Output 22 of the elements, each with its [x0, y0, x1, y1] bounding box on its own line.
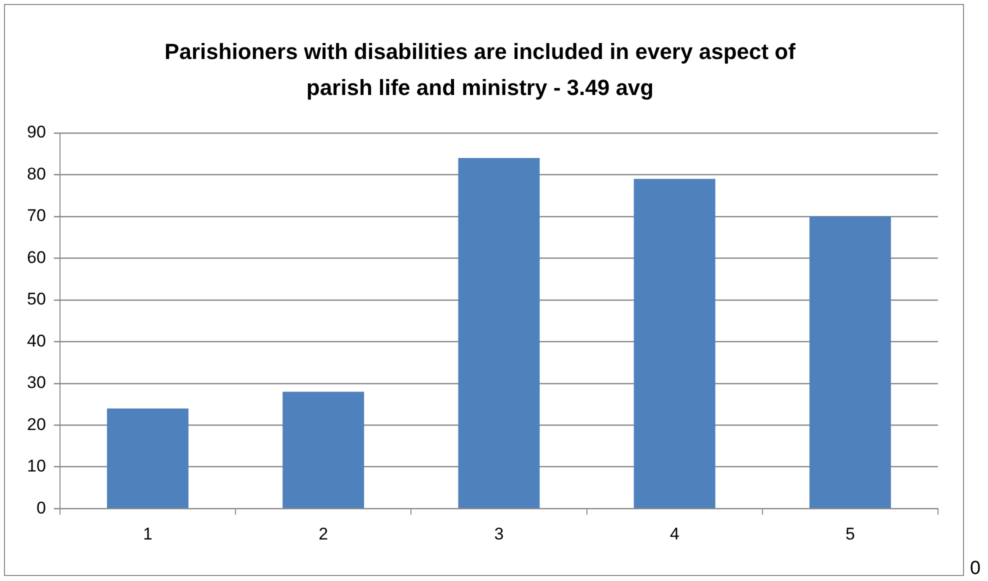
- bar: [809, 216, 891, 508]
- bar: [282, 392, 364, 508]
- y-tick-label: 60: [26, 248, 46, 267]
- x-tick-label: 5: [845, 524, 855, 544]
- y-tick-label: 80: [26, 164, 46, 184]
- x-tick-label: 3: [494, 524, 504, 544]
- text: 0: [970, 558, 981, 580]
- y-tick-label: 90: [26, 122, 46, 142]
- y-tick-label: 50: [26, 290, 46, 309]
- y-tick-label: 30: [26, 373, 46, 392]
- x-tick-label: 1: [142, 524, 152, 544]
- y-tick-label: 20: [26, 414, 46, 434]
- y-tick-label: 40: [26, 331, 46, 350]
- y-tick-label: 10: [26, 456, 46, 476]
- y-tick-label: 70: [26, 206, 46, 226]
- bar: [106, 408, 188, 508]
- bar: [634, 178, 716, 508]
- bar: [458, 158, 540, 508]
- x-tick-label: 2: [318, 524, 328, 544]
- x-tick-label: 4: [670, 524, 680, 544]
- y-tick-label: 0: [36, 498, 46, 518]
- chart-title: Parishioners with disabilities are included in every aspect of parish life and ministry - 3.49 avg: [164, 38, 796, 102]
